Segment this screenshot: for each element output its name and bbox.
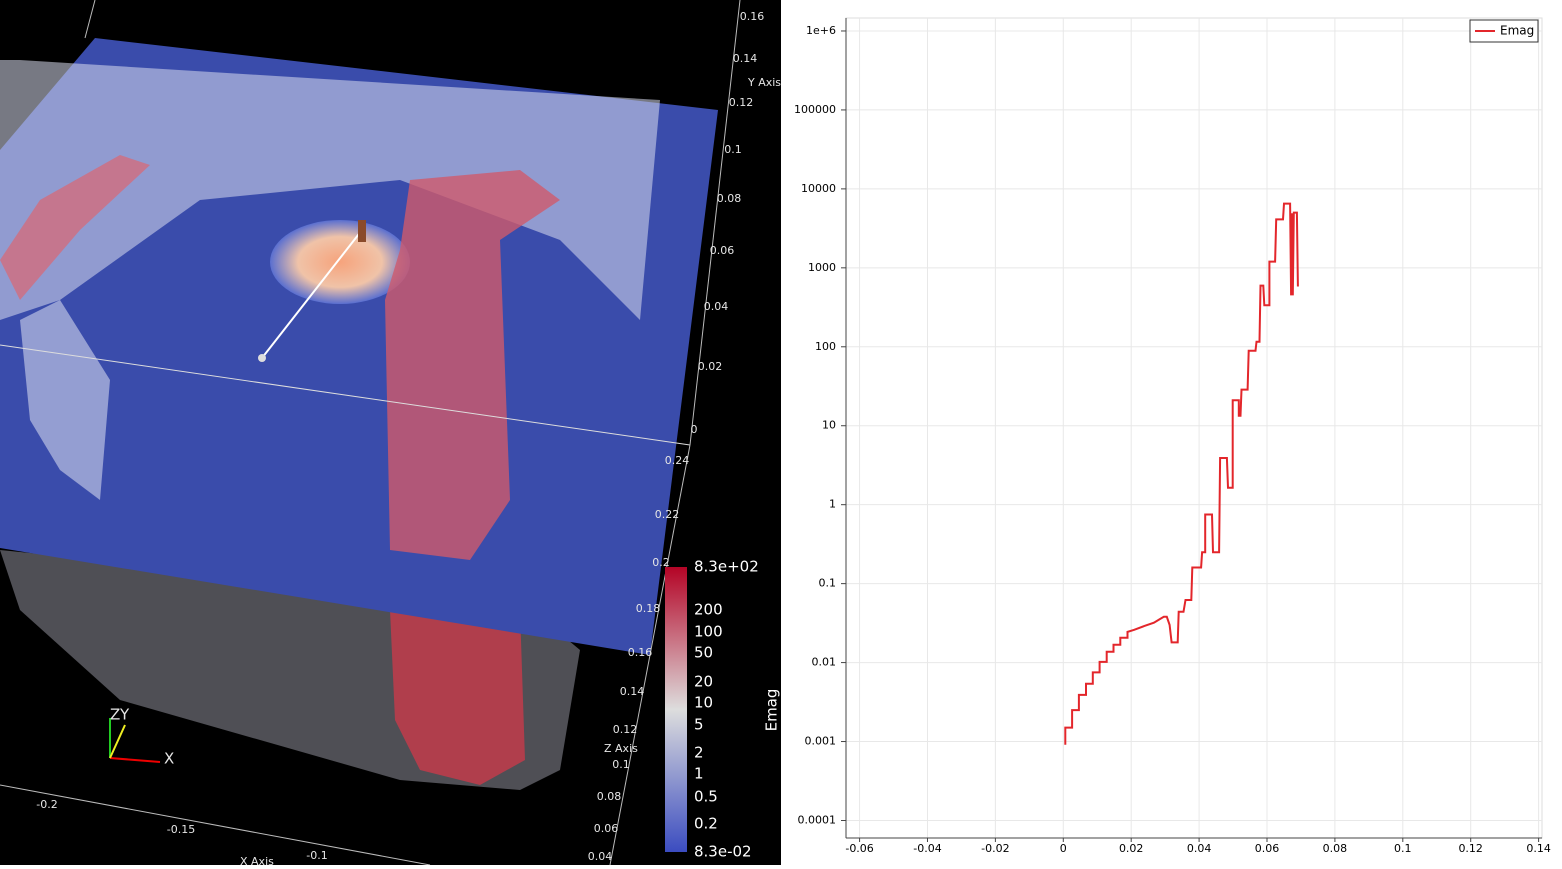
orient-z <box>109 724 126 759</box>
orient-label: Y <box>119 706 130 724</box>
legend-label: Emag <box>1500 24 1534 38</box>
axis-tick-label: -0.1 <box>306 849 327 862</box>
axis-tick-label: 0.08 <box>597 790 622 803</box>
y-tick-label: 10000 <box>801 182 836 195</box>
axis-tick-label: 0.02 <box>698 360 723 373</box>
x-tick-label: -0.04 <box>913 842 941 855</box>
color-bar <box>665 567 687 852</box>
axis-tick-label: 0.04 <box>588 850 613 863</box>
axis-line <box>609 444 691 866</box>
axis-line <box>84 0 96 39</box>
axis-tick-label: 0.14 <box>733 52 758 65</box>
axis-tick-label: 0.22 <box>655 508 680 521</box>
probe-line <box>261 229 363 359</box>
x-tick-label: 0.12 <box>1458 842 1483 855</box>
axis-tick-label: 0.04 <box>704 300 729 313</box>
color-legend-label: 8.3e-02 <box>694 843 752 861</box>
probe-handle <box>358 220 366 242</box>
probe-handle <box>258 354 266 362</box>
orient-x <box>109 757 161 763</box>
axis-title: Z Axis <box>604 742 638 755</box>
axis-tick-label: 0.06 <box>594 822 619 835</box>
axis-tick-label: 0.18 <box>636 602 661 615</box>
data-line <box>1064 202 1299 745</box>
y-tick-label: 100 <box>815 340 836 353</box>
color-legend-label: 8.3e+02 <box>694 558 759 576</box>
hotspot <box>270 220 410 304</box>
axis-tick-label: 0.06 <box>710 244 735 257</box>
x-tick-label: 0.1 <box>1394 842 1412 855</box>
color-legend-label: 1 <box>694 765 704 783</box>
plane-edge <box>0 344 691 446</box>
color-legend-label: 0.5 <box>694 788 718 806</box>
color-legend-label: 100 <box>694 623 723 641</box>
axis-tick-label: 0.1 <box>724 143 742 156</box>
color-legend-title: Emag <box>763 689 781 732</box>
axis-tick-label: 0.2 <box>652 556 670 569</box>
axis-line <box>689 0 741 446</box>
axis-tick-label: 0.12 <box>613 723 638 736</box>
axis-tick-label: 0.24 <box>665 454 690 467</box>
color-legend-label: 50 <box>694 644 713 662</box>
y-tick-label: 0.1 <box>819 577 837 590</box>
color-legend-label: 10 <box>694 694 713 712</box>
color-legend-label: 2 <box>694 744 704 762</box>
x-tick-label: 0.08 <box>1323 842 1348 855</box>
x-tick-label: -0.02 <box>981 842 1009 855</box>
axis-tick-label: 0.16 <box>628 646 653 659</box>
render-view: X Y Z Y Axis Z Axis X Axis 8.3e+02200100… <box>0 0 781 868</box>
chart-background <box>781 0 1562 865</box>
legend-box <box>1469 19 1539 43</box>
axis-title: X Axis <box>240 855 274 865</box>
red-column <box>385 170 560 560</box>
white-mesh <box>20 300 110 500</box>
y-tick-label: 0.001 <box>805 735 837 748</box>
x-tick-label: 0.06 <box>1255 842 1280 855</box>
y-tick-label: 1000 <box>808 261 836 274</box>
x-tick-label: 0.04 <box>1187 842 1212 855</box>
color-legend-label: 20 <box>694 673 713 691</box>
color-legend-label: 0.2 <box>694 815 718 833</box>
x-tick-label: 0.02 <box>1119 842 1144 855</box>
y-tick-label: 10 <box>822 419 836 432</box>
y-tick-label: 100000 <box>794 103 836 116</box>
x-tick-label: 0.14 <box>1526 842 1551 855</box>
red-band-left <box>0 155 150 300</box>
color-legend-label: 5 <box>694 716 704 734</box>
y-tick-label: 1e+6 <box>806 24 836 37</box>
orient-label: X <box>164 750 174 768</box>
lower-red-column <box>390 610 525 785</box>
x-tick-label: 0 <box>1060 842 1067 855</box>
y-tick-label: 0.01 <box>812 656 837 669</box>
axis-tick-label: 0.16 <box>740 10 765 23</box>
orient-label: Z <box>110 706 120 724</box>
y-tick-label: 0.0001 <box>798 813 837 826</box>
axis-tick-label: 0.1 <box>612 758 630 771</box>
axis-tick-label: 0.14 <box>620 685 645 698</box>
color-legend-label: 200 <box>694 601 723 619</box>
axis-title: Y Axis <box>747 76 781 89</box>
axis-tick-label: 0 <box>691 423 698 436</box>
axis-tick-label: 0.08 <box>717 192 742 205</box>
axis-tick-label: 0.12 <box>729 96 754 109</box>
axis-line <box>0 784 431 866</box>
x-tick-label: -0.06 <box>845 842 873 855</box>
axis-tick-label: -0.2 <box>36 798 57 811</box>
field-haze <box>0 60 660 320</box>
axis-tick-label: -0.15 <box>167 823 195 836</box>
y-tick-label: 1 <box>829 498 836 511</box>
